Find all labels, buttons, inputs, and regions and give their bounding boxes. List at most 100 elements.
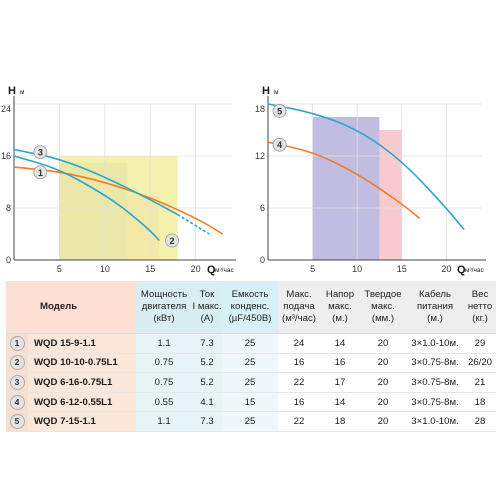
table-row: 3 WQD 6-16-0.75L1 0.75 5.2 25 22 17 20 3×0.75-8м…: [6, 372, 496, 393]
header-text: Мощность: [140, 289, 188, 300]
row-index-badge: 2: [9, 355, 25, 371]
value-cell: 26/20: [464, 353, 496, 374]
value-cell: 20: [360, 411, 406, 432]
x-tick-label: 5: [57, 264, 62, 274]
value-cell: 25: [222, 411, 278, 432]
chart-right: 5 10 15 20 0 6 12 18 H м Q м³/час 5 4: [255, 85, 486, 276]
value-cell: 20: [360, 333, 406, 354]
series-line-3: [13, 148, 178, 216]
value-cell: 0.75: [136, 372, 192, 393]
spec-table: Модель Мощность двигателя (кВт) Ток I макс. (А…: [6, 281, 496, 432]
header-text: (м.): [427, 313, 443, 324]
row-index-badge: 4: [9, 394, 25, 410]
header-text: Напор: [325, 289, 355, 300]
value-cell: 14: [320, 333, 360, 354]
header-text: нетто: [467, 301, 493, 312]
header-text: (м³/час): [282, 313, 316, 324]
chart-left: 5 10 15 20 0 8 16 24 H м Q м³/час 3 1 2: [1, 85, 236, 276]
series-badge-circle: [165, 233, 179, 248]
x-tick-label: 15: [145, 264, 155, 274]
header-cell-5: Макс. подача (м³/час): [278, 281, 320, 334]
value-cell: 25: [222, 333, 278, 354]
header-text: конденс.: [230, 301, 270, 312]
y-axis-unit: м: [20, 89, 25, 96]
row-index-badge: 3: [9, 374, 25, 390]
series-badge-text: 5: [277, 106, 282, 116]
value-cell: 25: [222, 353, 278, 374]
header-text: (мм.): [371, 313, 395, 324]
header-cell-1: Модель: [6, 281, 136, 334]
header-text: (м.): [332, 313, 348, 324]
row-index-badge: 5: [9, 414, 25, 430]
row-index-cell: 5: [6, 411, 28, 432]
series-line-2: [13, 155, 161, 242]
table-row: 2 WQD 10-10-0.75L1 0.75 5.2 25 16 16 20 3×0.75-8…: [6, 353, 496, 374]
value-cell: 0.75: [136, 353, 192, 374]
header-text: Вес: [471, 289, 489, 300]
table-row: 1 WQD 15-9-1.1 1.1 7.3 25 24 14 20 3×1.0-10м. 29: [6, 333, 496, 354]
value-cell: 5.2: [192, 353, 222, 374]
header-text: (µF/450B): [228, 313, 272, 324]
series-badge-circle: [272, 137, 287, 152]
header-text: (А): [200, 313, 214, 324]
value-cell: 3×0.75-8м.: [406, 372, 464, 393]
value-cell: 7.3: [192, 333, 222, 354]
x-axis-unit: м³/час: [215, 267, 234, 274]
value-cell: 0.55: [136, 392, 192, 413]
y-tick-label: 0: [260, 255, 265, 265]
header-text: питания: [416, 301, 454, 312]
series-badge-3: 3: [33, 145, 48, 159]
value-cell: 18: [464, 392, 496, 413]
y-axis-label: H: [8, 85, 16, 97]
y-tick-label: 16: [1, 151, 11, 161]
y-tick-label: 12: [255, 151, 265, 161]
x-axis-label: Q: [207, 264, 216, 276]
series-line-4: [267, 141, 421, 220]
table-header-row: Модель Мощность двигателя (кВт) Ток I макс. (А…: [6, 281, 496, 334]
y-axis-unit: м: [274, 89, 279, 96]
row-index-cell: 3: [6, 372, 28, 393]
value-cell: 22: [278, 411, 320, 432]
header-cell-3: Ток I макс. (А): [192, 281, 222, 334]
series-badge-circle: [272, 104, 287, 118]
value-cell: 17: [320, 372, 360, 393]
series-badge-2: 2: [165, 233, 179, 248]
model-cell: WQD 6-12-0.55L1: [28, 392, 136, 413]
x-tick-label: 10: [100, 264, 110, 274]
header-text: (кВт): [153, 313, 175, 324]
row-index-cell: 4: [6, 392, 28, 413]
table-row: 4 WQD 6-12-0.55L1 0.55 4.1 15 16 14 20 3×0.75-8м…: [6, 392, 496, 413]
x-tick-label: 15: [397, 264, 407, 274]
series-badge-4: 4: [272, 137, 287, 152]
model-cell: WQD 10-10-0.75L1: [28, 353, 136, 374]
y-tick-label: 0: [6, 255, 11, 265]
y-tick-label: 24: [1, 104, 11, 114]
series-line-5: [267, 103, 465, 231]
value-cell: 24: [278, 333, 320, 354]
value-cell: 3×0.75-8м.: [406, 392, 464, 413]
value-cell: 3×1.0-10м.: [406, 411, 464, 432]
header-text: Макс.: [286, 289, 312, 300]
x-tick-label: 20: [191, 264, 201, 274]
value-cell: 14: [320, 392, 360, 413]
series-badge-text: 2: [170, 236, 175, 246]
header-text: Кабель: [419, 289, 451, 300]
x-tick-label: 10: [352, 264, 362, 274]
series-badge-circle: [33, 165, 48, 180]
value-cell: 16: [278, 392, 320, 413]
series-badge-circle: [33, 145, 48, 159]
header-text: двигателя: [141, 301, 187, 312]
series-badge-1: 1: [33, 165, 48, 180]
series-badge-text: 1: [38, 168, 43, 178]
value-cell: 20: [360, 392, 406, 413]
y-tick-label: 18: [255, 104, 265, 114]
value-cell: 4.1: [192, 392, 222, 413]
value-cell: 20: [360, 372, 406, 393]
series-tail-3: [177, 213, 210, 235]
model-cell: WQD 6-16-0.75L1: [28, 372, 136, 393]
value-cell: 7.3: [192, 411, 222, 432]
header-cell-8: Кабель питания (м.): [406, 281, 464, 334]
x-tick-label: 5: [310, 264, 315, 274]
header-text: Емкость: [231, 289, 269, 300]
header-text: макс.: [328, 301, 352, 312]
